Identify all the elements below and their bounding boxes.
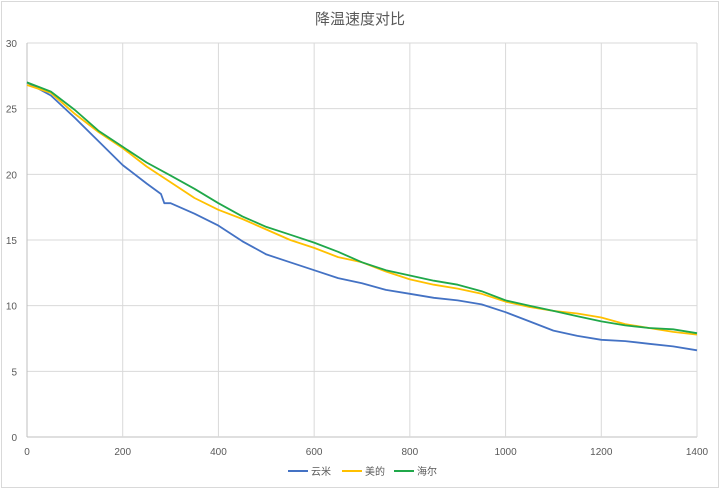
x-tick-label: 1400 xyxy=(686,447,709,458)
legend-item: 海尔 xyxy=(394,465,437,478)
series-line-0 xyxy=(26,81,698,352)
legend: 云米 美的 海尔 xyxy=(288,465,437,478)
gridlines xyxy=(26,42,698,438)
x-tick-label: 1200 xyxy=(590,447,613,458)
x-tick-label: 1000 xyxy=(494,447,517,458)
x-tick-label: 600 xyxy=(306,447,323,458)
x-tick-label: 0 xyxy=(24,447,30,458)
series-line-1 xyxy=(26,84,698,336)
y-tick-label: 20 xyxy=(6,170,18,181)
y-tick-label: 5 xyxy=(11,367,17,378)
x-tick-label: 400 xyxy=(210,447,227,458)
x-tick-label: 200 xyxy=(114,447,131,458)
y-axis-ticks: 0 5 10 15 20 25 30 xyxy=(6,39,18,444)
legend-item: 云米 xyxy=(288,465,331,478)
legend-item: 美的 xyxy=(342,465,385,478)
y-tick-label: 30 xyxy=(6,39,18,50)
legend-label: 云米 xyxy=(311,465,331,478)
y-tick-label: 10 xyxy=(6,302,18,313)
x-axis-ticks: 0 200 400 600 800 1000 1200 1400 xyxy=(24,447,708,458)
x-tick-label: 800 xyxy=(402,447,419,458)
series-line-2 xyxy=(26,81,698,335)
legend-label: 海尔 xyxy=(417,465,437,478)
y-tick-label: 25 xyxy=(6,105,18,116)
legend-label: 美的 xyxy=(365,465,385,478)
y-tick-label: 0 xyxy=(11,433,17,444)
series-lines xyxy=(26,81,698,352)
chart-title: 降温速度对比 xyxy=(314,10,405,28)
y-tick-label: 15 xyxy=(6,236,18,247)
